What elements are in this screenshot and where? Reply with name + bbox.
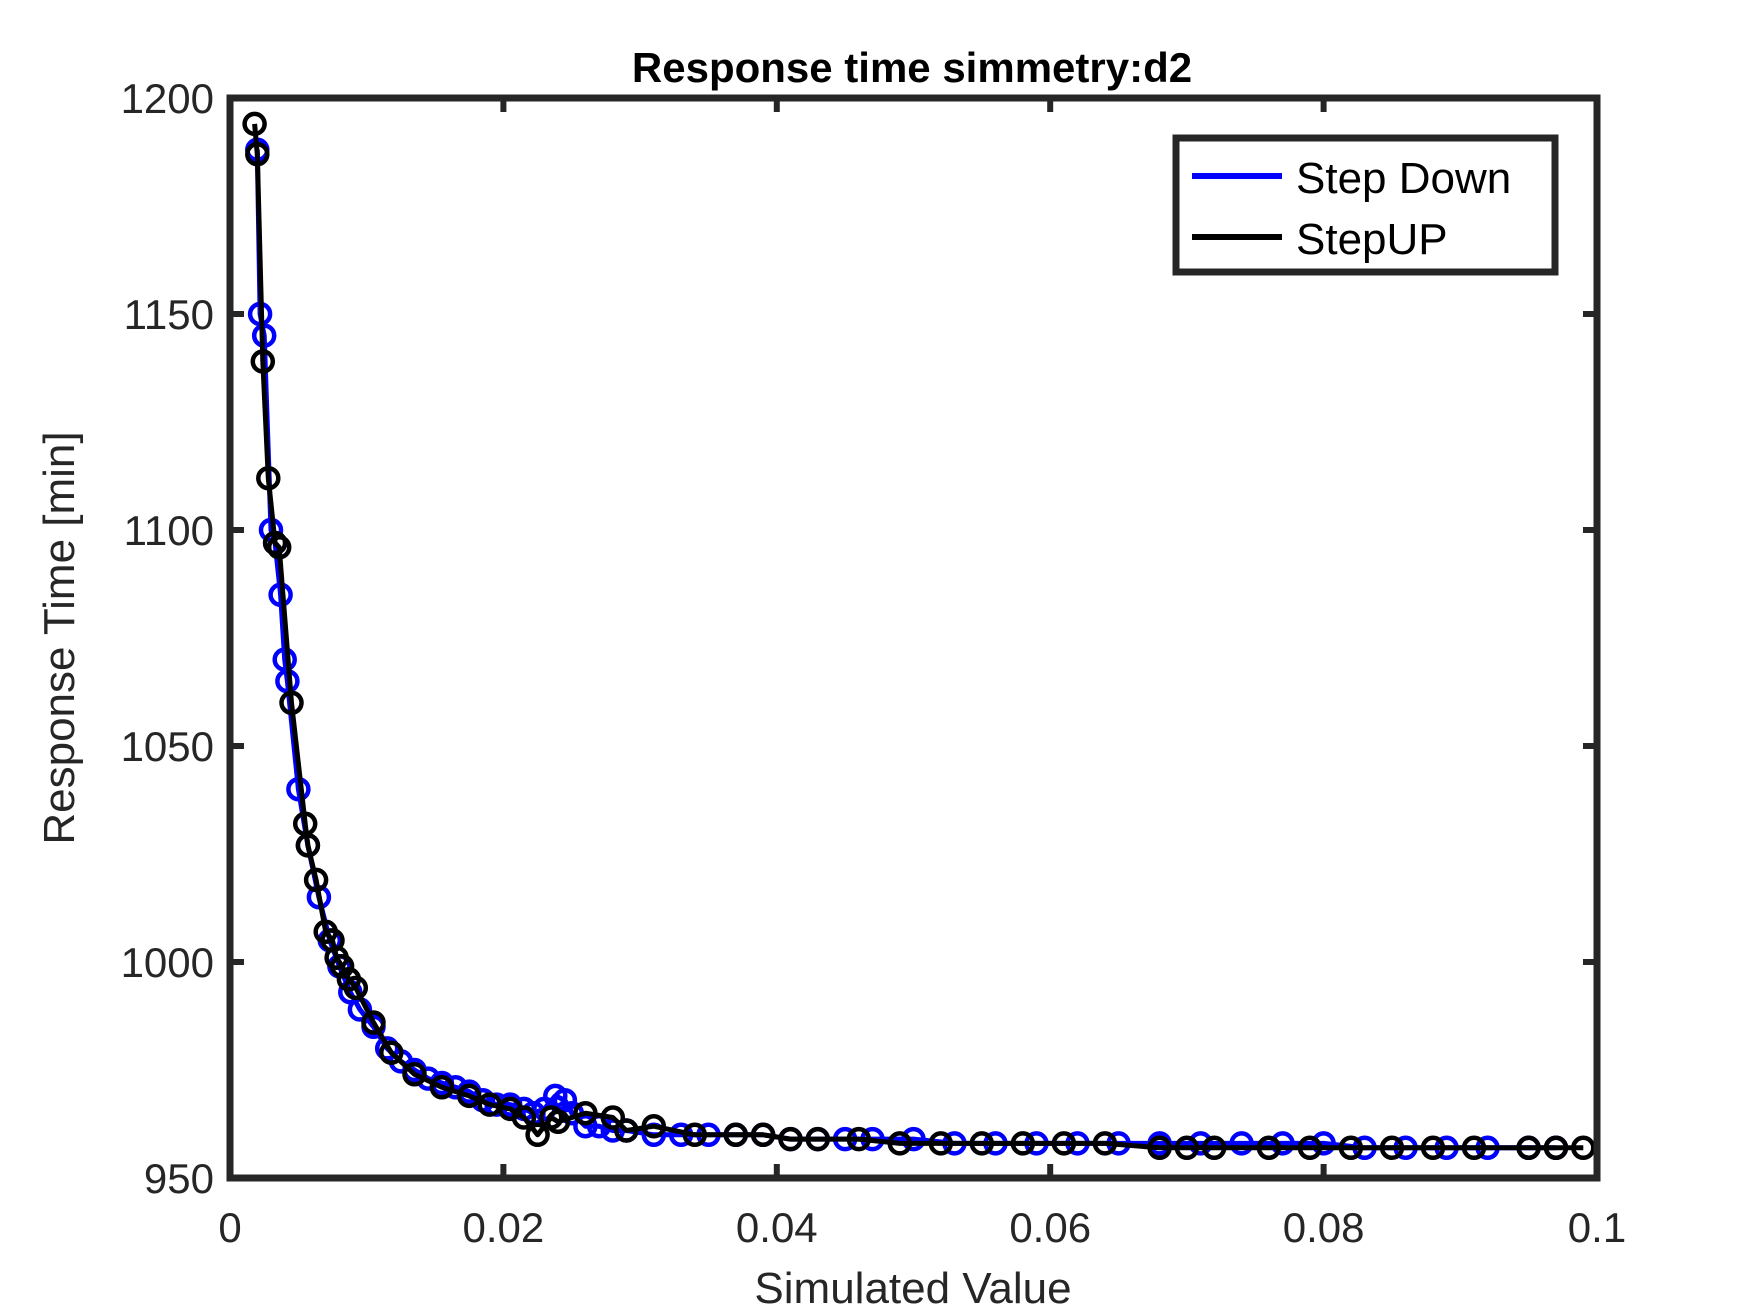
data-point-stepup bbox=[256, 465, 281, 491]
y-tick-label: 1000 bbox=[121, 939, 214, 986]
data-point-stepup bbox=[379, 1040, 404, 1065]
y-axis-label: Response Time [min] bbox=[35, 431, 84, 844]
x-tick-label: 0.1 bbox=[1568, 1204, 1626, 1251]
data-point-stepup bbox=[641, 1113, 667, 1139]
data-point-step-down bbox=[901, 1126, 926, 1152]
x-tick-label: 0.02 bbox=[463, 1204, 545, 1251]
data-point-stepup bbox=[573, 1100, 598, 1126]
data-point-stepup bbox=[1092, 1131, 1118, 1156]
data-point-stepup bbox=[1379, 1135, 1405, 1161]
data-point-stepup bbox=[1516, 1135, 1541, 1161]
data-point-stepup bbox=[805, 1126, 831, 1152]
data-point-stepup bbox=[266, 535, 292, 560]
data-point-stepup bbox=[429, 1075, 455, 1100]
data-point-stepup bbox=[545, 1109, 571, 1135]
plot-area: 0 0.02 0.04 0.06 0.08 0.1 950 1000 1050 1100 1150 1… bbox=[121, 75, 1627, 1251]
data-point-stepup bbox=[1461, 1135, 1487, 1161]
data-point-stepup bbox=[614, 1118, 639, 1143]
legend: Step Down StepUP bbox=[1172, 134, 1559, 276]
data-point-stepup bbox=[750, 1122, 776, 1148]
data-point-stepup bbox=[600, 1105, 626, 1130]
tick-layer: 0 0.02 0.04 0.06 0.08 0.1 950 1000 1050 1100 1150 1… bbox=[121, 75, 1627, 1251]
data-point-stepup bbox=[525, 1122, 550, 1148]
legend-label-step-down: Step Down bbox=[1296, 154, 1511, 203]
data-point-stepup bbox=[361, 1010, 386, 1035]
y-tick-label: 1150 bbox=[124, 291, 214, 338]
data-point-stepup bbox=[778, 1126, 803, 1152]
data-point-stepup bbox=[1571, 1135, 1596, 1161]
x-tick-label: 0.08 bbox=[1283, 1204, 1365, 1251]
data-point-step-down bbox=[1229, 1131, 1254, 1156]
data-point-stepup bbox=[969, 1131, 995, 1156]
data-point-stepup bbox=[402, 1062, 427, 1087]
data-point-stepup bbox=[279, 690, 304, 716]
data-point-stepup bbox=[329, 954, 355, 979]
data-point-stepup bbox=[1543, 1135, 1569, 1161]
data-point-stepup bbox=[343, 975, 369, 1001]
data-point-stepup bbox=[295, 833, 321, 858]
data-point-step-down bbox=[1311, 1131, 1336, 1156]
series-line-stepup bbox=[252, 123, 1584, 1151]
data-point-stepup bbox=[1201, 1135, 1227, 1161]
data-point-stepup bbox=[1297, 1135, 1323, 1161]
legend-label-stepup: StepUP bbox=[1296, 215, 1448, 264]
plot-frame bbox=[226, 94, 1601, 1182]
data-point-stepup bbox=[456, 1083, 482, 1109]
data-point-stepup bbox=[1338, 1135, 1364, 1161]
data-point-stepup bbox=[682, 1122, 708, 1148]
data-point-step-down bbox=[1270, 1131, 1295, 1156]
data-point-stepup bbox=[245, 141, 270, 167]
x-axis-label: Simulated Value bbox=[754, 1264, 1071, 1313]
chart-title: Response time simmetry:d2 bbox=[632, 44, 1192, 91]
data-point-stepup bbox=[723, 1122, 749, 1148]
data-point-stepup bbox=[846, 1126, 872, 1152]
data-point-step-down bbox=[573, 1113, 598, 1139]
plot-background bbox=[230, 98, 1597, 1178]
x-tick-label: 0.04 bbox=[736, 1204, 818, 1251]
data-point-stepup bbox=[1174, 1135, 1200, 1161]
data-point-stepup bbox=[928, 1131, 954, 1156]
data-point-stepup bbox=[242, 111, 267, 137]
data-point-stepup bbox=[262, 530, 288, 556]
series-layer bbox=[242, 111, 1596, 1161]
data-point-stepup bbox=[1010, 1131, 1036, 1156]
y-tick-label: 1050 bbox=[121, 723, 214, 770]
data-point-stepup bbox=[1147, 1135, 1172, 1161]
data-point-stepup bbox=[1051, 1131, 1077, 1156]
data-point-step-down bbox=[374, 1036, 400, 1061]
data-point-stepup bbox=[250, 349, 276, 374]
y-tick-label: 1100 bbox=[124, 507, 214, 554]
y-tick-label: 1200 bbox=[121, 75, 214, 122]
legend-box bbox=[1172, 134, 1559, 276]
data-point-stepup bbox=[1420, 1135, 1446, 1161]
y-tick-label: 950 bbox=[144, 1155, 214, 1202]
data-point-stepup bbox=[511, 1105, 537, 1130]
x-tick-label: 0.06 bbox=[1009, 1204, 1091, 1251]
data-point-step-down bbox=[1188, 1131, 1213, 1156]
data-point-stepup bbox=[1256, 1135, 1282, 1161]
data-point-stepup bbox=[303, 867, 329, 893]
data-point-stepup bbox=[887, 1131, 913, 1156]
data-point-step-down bbox=[552, 1087, 578, 1113]
x-tick-label: 0 bbox=[218, 1204, 241, 1251]
